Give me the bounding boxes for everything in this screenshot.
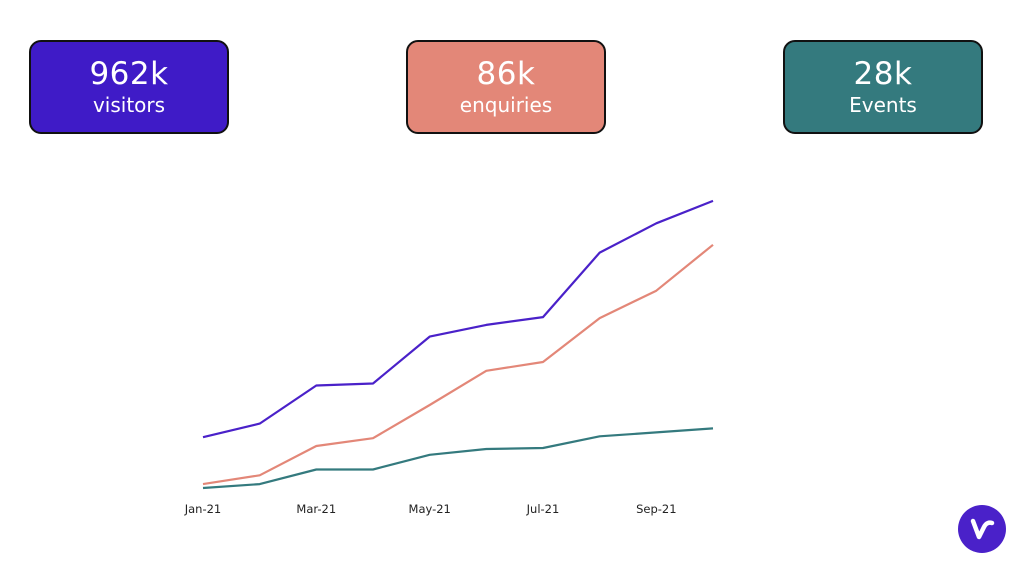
x-tick-label: Sep-21 bbox=[636, 502, 676, 516]
kpi-value-visitors: 962k bbox=[89, 55, 169, 92]
kpi-label-enquiries: enquiries bbox=[459, 92, 553, 117]
series-line-events bbox=[202, 427, 714, 490]
kpi-card-events: 28k Events bbox=[783, 40, 983, 134]
series-line-enquiries bbox=[202, 243, 714, 486]
x-tick-label: Mar-21 bbox=[296, 502, 336, 516]
series-line-visitors bbox=[202, 199, 714, 439]
kpi-card-enquiries: 86k enquiries bbox=[406, 40, 606, 134]
x-tick-label: Jul-21 bbox=[526, 502, 560, 516]
kpi-value-events: 28k bbox=[853, 55, 913, 92]
kpi-label-events: Events bbox=[849, 92, 917, 117]
x-tick-label: Jan-21 bbox=[184, 502, 222, 516]
x-tick-label: May-21 bbox=[409, 502, 451, 516]
kpi-value-enquiries: 86k bbox=[476, 55, 536, 92]
kpi-card-visitors: 962k visitors bbox=[29, 40, 229, 134]
kpi-label-visitors: visitors bbox=[92, 92, 166, 117]
brand-logo-v-icon bbox=[958, 505, 1006, 553]
